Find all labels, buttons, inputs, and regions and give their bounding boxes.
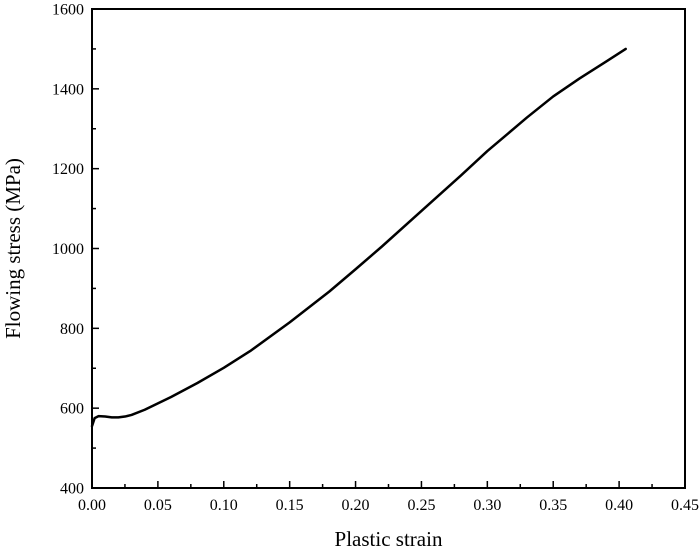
plot-frame <box>91 8 686 489</box>
x-tick-label: 0.45 <box>671 497 699 514</box>
y-tick-label: 1600 <box>52 2 84 19</box>
x-axis-title: Plastic strain <box>335 527 443 551</box>
series-line <box>90 47 627 428</box>
y-tick-label: 800 <box>60 321 84 338</box>
y-tick-label: 1400 <box>52 81 84 98</box>
y-tick-label: 1000 <box>52 241 84 258</box>
x-tick-label: 0.20 <box>342 497 370 514</box>
x-tick-label: 0.35 <box>539 497 567 514</box>
x-tick-label: 0.10 <box>210 497 238 514</box>
x-tick-label: 0.00 <box>78 497 106 514</box>
x-tick-label: 0.05 <box>144 497 172 514</box>
x-tick-label: 0.40 <box>605 497 633 514</box>
x-tick-label: 0.25 <box>407 497 435 514</box>
y-axis-title: Flowing stress (MPa) <box>1 158 25 339</box>
y-tick-label: 400 <box>60 481 84 498</box>
y-tick-label: 1200 <box>52 161 84 178</box>
x-axis-ticks: 0.00 0.05 0.10 0.15 0.20 0.25 0.30 0.35 0.40 0.45 <box>78 481 699 514</box>
y-tick-label: 600 <box>60 401 84 418</box>
x-tick-label: 0.30 <box>473 497 501 514</box>
x-tick-label: 0.15 <box>276 497 304 514</box>
